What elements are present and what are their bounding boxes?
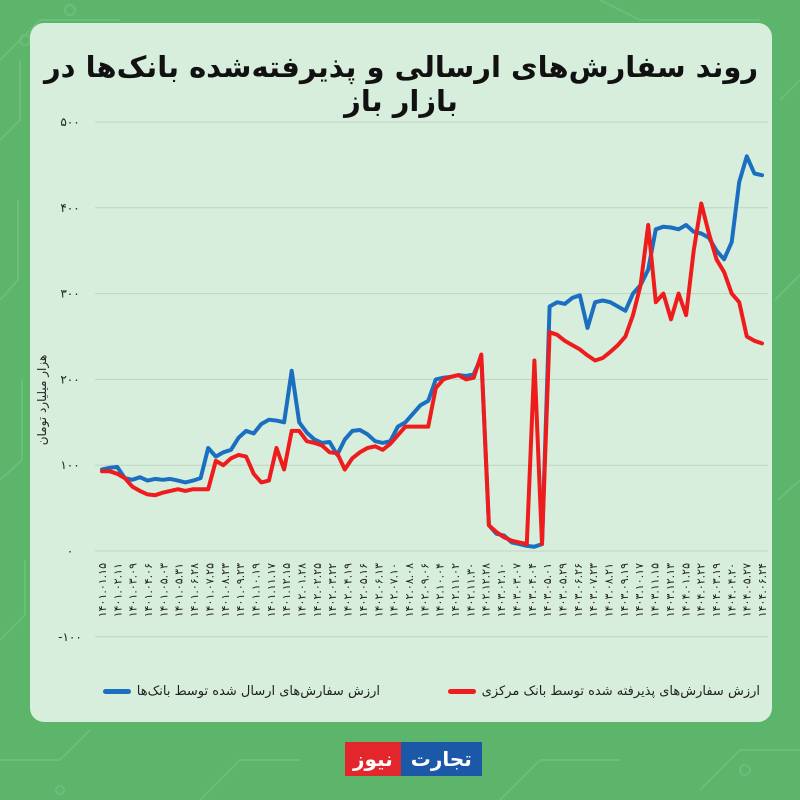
- x-tick-label: ۱۴۰۱.۰۷.۲۵: [203, 563, 216, 617]
- y-tick-label: ۵۰۰: [60, 115, 79, 129]
- y-tick-label: ۰: [67, 544, 73, 558]
- legend-item-sent: ارزش سفارش‌های ارسال شده توسط بانک‌ها: [102, 684, 380, 699]
- x-tick-label: ۱۴۰۴.۰۵.۲۷: [741, 563, 754, 617]
- x-tick-label: ۱۴۰۲.۰۵.۱۶: [357, 563, 370, 617]
- x-tick-label: ۱۴۰۲.۰۸.۰۸: [403, 563, 416, 617]
- x-tick-label: ۱۴۰۱.۰۶.۲۸: [188, 563, 201, 617]
- legend-label-accepted: ارزش سفارش‌های پذیرفته شده توسط بانک مرک…: [481, 684, 760, 699]
- x-tick-label: ۱۴۰۳.۰۹.۱۹: [618, 563, 631, 617]
- x-tick-label: ۱۴۰۱.۱۰.۱۹: [249, 563, 262, 617]
- x-tick-label: ۱۴۰۳.۰۴.۰۴: [526, 563, 539, 617]
- x-tick-label: ۱۴۰۲.۱۱.۰۲: [449, 563, 462, 617]
- x-tick-label: ۱۴۰۱.۰۸.۲۳: [219, 563, 232, 617]
- legend-item-accepted: ارزش سفارش‌های پذیرفته شده توسط بانک مرک…: [447, 684, 760, 699]
- x-tick-label: ۱۴۰۲.۰۴.۱۹: [342, 563, 355, 617]
- logo-part-red: نیوز: [345, 742, 401, 776]
- x-tick-label: ۱۴۰۲.۰۷.۱۰: [388, 563, 401, 617]
- x-tick-label: ۱۴۰۲.۰۶.۱۳: [372, 563, 385, 617]
- x-tick-label: ۱۴۰۲.۱۲.۲۸: [480, 563, 493, 617]
- x-tick-label: ۱۴۰۳.۰۲.۱۰: [495, 563, 508, 617]
- chart-card: [30, 23, 772, 722]
- x-tick-label: ۱۴۰۱.۱۲.۱۵: [280, 563, 293, 617]
- legend-label-sent: ارزش سفارش‌های ارسال شده توسط بانک‌ها: [136, 684, 380, 699]
- x-tick-label: ۱۴۰۴.۰۶.۲۴: [756, 563, 769, 617]
- x-tick-label: ۱۴۰۳.۱۰.۱۷: [633, 563, 646, 617]
- x-tick-label: ۱۴۰۳.۱۱.۱۵: [649, 563, 662, 617]
- y-tick-label: ۱۰۰: [60, 458, 79, 472]
- tejarat-news-logo: نیوز تجارت: [345, 742, 482, 776]
- y-tick-label: ۴۰۰: [60, 201, 79, 215]
- x-tick-label: ۱۴۰۱.۱۱.۱۷: [265, 563, 278, 617]
- y-tick-label: ۳۰۰: [60, 287, 79, 301]
- chart-title: روند سفارش‌های ارسالی و پذیرفته‌شده بانک…: [43, 50, 759, 118]
- x-tick-label: ۱۴۰۴.۰۳.۱۹: [710, 563, 723, 617]
- x-tick-label: ۱۴۰۳.۰۸.۲۱: [603, 563, 616, 617]
- x-tick-label: ۱۴۰۳.۰۵.۲۹: [556, 563, 569, 617]
- x-tick-label: ۱۴۰۱.۰۴.۰۶: [142, 563, 155, 617]
- x-tick-label: ۱۴۰۱.۰۲.۱۱: [111, 563, 124, 617]
- logo-part-blue: تجارت: [400, 742, 482, 776]
- x-tick-label: ۱۴۰۲.۰۲.۲۵: [311, 563, 324, 617]
- y-axis-label: هزار میلیارد تومان: [35, 355, 50, 446]
- x-tick-label: ۱۴۰۳.۰۵.۰۱: [541, 563, 554, 617]
- x-tick-label: ۱۴۰۴.۰۴.۲۰: [725, 563, 738, 617]
- x-tick-label: ۱۴۰۲.۱۱.۳۰: [464, 563, 477, 617]
- x-tick-label: ۱۴۰۱.۰۹.۲۳: [234, 563, 247, 617]
- x-tick-label: ۱۴۰۳.۱۲.۱۳: [664, 563, 677, 617]
- x-tick-label: ۱۴۰۳.۰۶.۲۶: [572, 563, 585, 617]
- x-tick-label: ۱۴۰۲.۰۳.۲۲: [326, 563, 339, 617]
- legend-swatch-red-icon: [447, 689, 476, 694]
- x-tick-label: ۱۴۰۲.۱۰.۰۴: [434, 563, 447, 617]
- x-tick-label: ۱۴۰۳.۰۳.۰۷: [510, 563, 523, 617]
- series-line-accepted: [100, 201, 764, 547]
- x-tick-label: ۱۴۰۱.۰۵.۰۳: [157, 563, 170, 617]
- x-tick-label: ۱۴۰۱.۰۳.۰۹: [127, 563, 140, 617]
- x-tick-label: ۱۴۰۱.۰۵.۳۱: [173, 563, 186, 617]
- x-tick-label: ۱۴۰۳.۰۷.۲۳: [587, 563, 600, 617]
- x-tick-label: ۱۴۰۴.۰۱.۲۵: [679, 563, 692, 617]
- y-tick-label: -۱۰۰: [58, 630, 82, 644]
- legend: ارزش سفارش‌های پذیرفته شده توسط بانک مرک…: [60, 684, 760, 708]
- x-tick-label: ۱۴۰۱.۰۱.۱۵: [96, 563, 109, 617]
- x-tick-label: ۱۴۰۴.۰۲.۲۲: [695, 563, 708, 617]
- legend-swatch-blue-icon: [102, 689, 131, 694]
- x-tick-label: ۱۴۰۲.۰۱.۲۸: [296, 563, 309, 617]
- x-tick-label: ۱۴۰۲.۰۹.۰۶: [418, 563, 431, 617]
- y-tick-label: ۲۰۰: [60, 372, 79, 386]
